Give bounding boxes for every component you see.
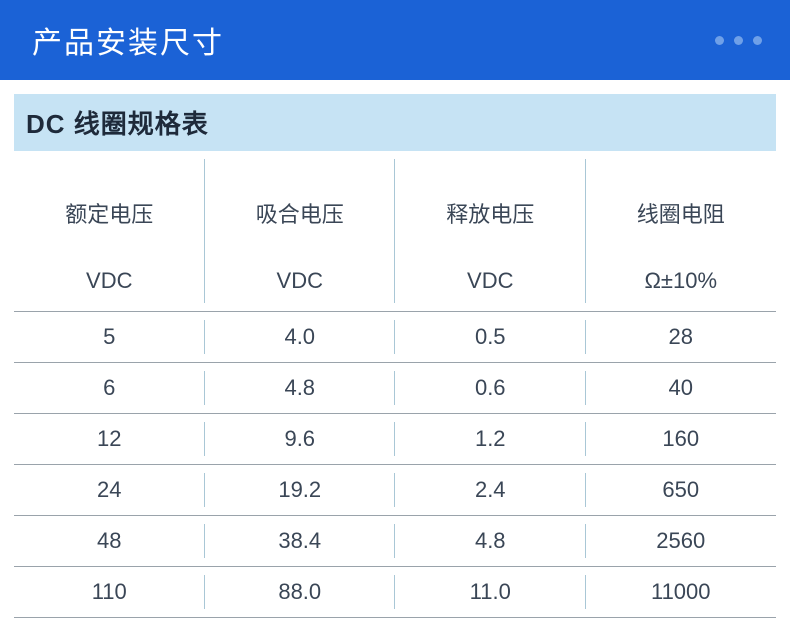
banner: 产品安装尺寸 [0,0,790,80]
banner-title: 产品安装尺寸 [32,18,224,62]
table-row: 24 19.2 2.4 650 [14,465,776,516]
table-header-row: 额定电压 VDC 吸合电压 VDC 释放电压 VDC 线圈电阻 Ω±10% [14,151,776,312]
banner-dots [715,36,762,45]
dot-icon [734,36,743,45]
cell: 88.0 [205,567,396,618]
col-header-line1: 额定电压 [65,202,153,227]
table-body: 5 4.0 0.5 28 6 4.8 0.6 40 12 9.6 1.2 160… [14,312,776,618]
cell: 5 [14,312,205,363]
table-row: 48 38.4 4.8 2560 [14,516,776,567]
cell: 6 [14,363,205,414]
cell: 4.8 [395,516,586,567]
spec-table-section: DC 线圈规格表 额定电压 VDC 吸合电压 VDC 释放电压 VDC 线圈电阻… [0,80,790,618]
col-header-line1: 线圈电阻 [637,202,725,227]
col-header-line1: 释放电压 [446,202,534,227]
cell: 11000 [586,567,777,618]
table-row: 5 4.0 0.5 28 [14,312,776,363]
cell: 2560 [586,516,777,567]
col-header-line2: Ω±10% [644,268,717,293]
cell: 4.8 [205,363,396,414]
col-header: 吸合电压 VDC [205,151,396,312]
col-header-line2: VDC [86,268,132,293]
col-header-line2: VDC [277,268,323,293]
col-header-line2: VDC [467,268,513,293]
cell: 40 [586,363,777,414]
cell: 0.6 [395,363,586,414]
cell: 160 [586,414,777,465]
cell: 9.6 [205,414,396,465]
dot-icon [753,36,762,45]
table-row: 110 88.0 11.0 11000 [14,567,776,618]
table-row: 12 9.6 1.2 160 [14,414,776,465]
cell: 12 [14,414,205,465]
col-header: 线圈电阻 Ω±10% [586,151,777,312]
cell: 2.4 [395,465,586,516]
table-row: 6 4.8 0.6 40 [14,363,776,414]
table-title: DC 线圈规格表 [14,94,776,151]
col-header-line1: 吸合电压 [256,202,344,227]
col-header: 释放电压 VDC [395,151,586,312]
cell: 11.0 [395,567,586,618]
cell: 38.4 [205,516,396,567]
cell: 19.2 [205,465,396,516]
cell: 0.5 [395,312,586,363]
spec-table: 额定电压 VDC 吸合电压 VDC 释放电压 VDC 线圈电阻 Ω±10% [14,151,776,618]
cell: 24 [14,465,205,516]
col-header: 额定电压 VDC [14,151,205,312]
cell: 1.2 [395,414,586,465]
cell: 4.0 [205,312,396,363]
cell: 650 [586,465,777,516]
cell: 28 [586,312,777,363]
cell: 110 [14,567,205,618]
dot-icon [715,36,724,45]
cell: 48 [14,516,205,567]
